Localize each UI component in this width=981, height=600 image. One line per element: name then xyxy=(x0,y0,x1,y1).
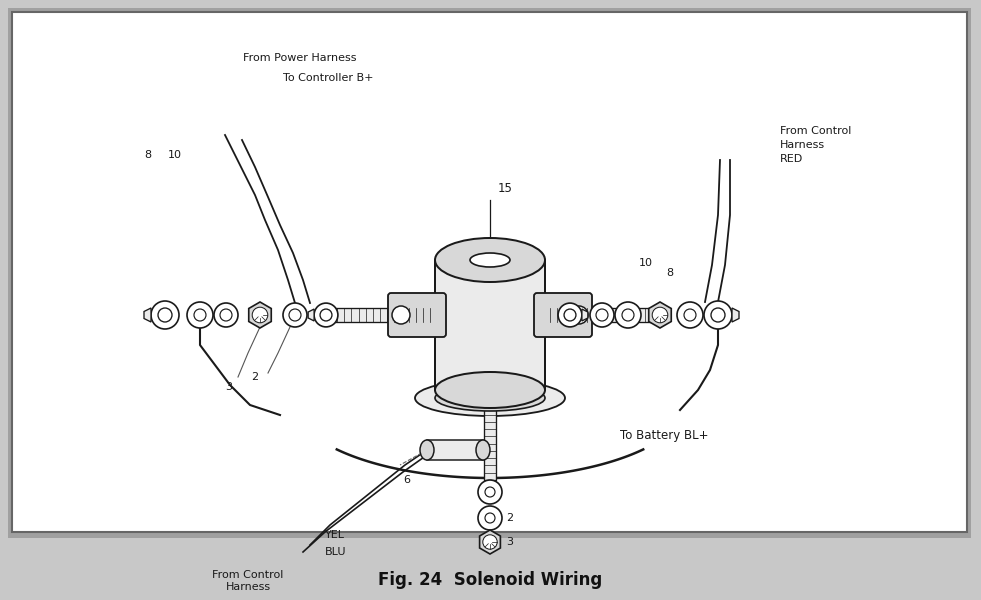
Circle shape xyxy=(283,303,307,327)
Circle shape xyxy=(711,308,725,322)
Text: 10: 10 xyxy=(168,150,182,160)
Circle shape xyxy=(289,309,301,321)
Text: 6: 6 xyxy=(403,475,410,485)
Text: From Control
Harness: From Control Harness xyxy=(212,570,284,592)
Ellipse shape xyxy=(470,253,510,267)
Circle shape xyxy=(392,306,410,324)
Circle shape xyxy=(220,309,232,321)
Circle shape xyxy=(478,480,502,504)
Bar xyxy=(330,308,430,322)
Circle shape xyxy=(478,506,502,530)
Text: YEL: YEL xyxy=(325,530,345,540)
Text: From Control
Harness
RED: From Control Harness RED xyxy=(780,126,852,164)
Circle shape xyxy=(622,309,634,321)
Circle shape xyxy=(652,307,668,323)
Polygon shape xyxy=(144,308,151,322)
Ellipse shape xyxy=(476,440,490,460)
Text: To Battery BL+: To Battery BL+ xyxy=(620,428,708,442)
Circle shape xyxy=(314,303,337,327)
Circle shape xyxy=(320,309,332,321)
Text: 15: 15 xyxy=(498,182,513,195)
Polygon shape xyxy=(732,308,739,322)
Polygon shape xyxy=(648,302,671,328)
Ellipse shape xyxy=(435,372,545,408)
Ellipse shape xyxy=(435,385,545,411)
Text: 2: 2 xyxy=(506,513,513,523)
Bar xyxy=(484,400,496,480)
Circle shape xyxy=(151,301,179,329)
Circle shape xyxy=(485,487,495,497)
Text: 8: 8 xyxy=(144,150,151,160)
Text: To Controller B+: To Controller B+ xyxy=(283,73,373,83)
Circle shape xyxy=(158,308,172,322)
Circle shape xyxy=(187,302,213,328)
Circle shape xyxy=(564,309,576,321)
Text: 3: 3 xyxy=(225,382,232,392)
Ellipse shape xyxy=(415,380,565,416)
FancyBboxPatch shape xyxy=(388,293,446,337)
Polygon shape xyxy=(308,309,314,321)
Circle shape xyxy=(704,301,732,329)
Ellipse shape xyxy=(420,440,434,460)
Circle shape xyxy=(194,309,206,321)
Circle shape xyxy=(483,535,497,549)
Text: From Power Harness: From Power Harness xyxy=(243,53,357,63)
Circle shape xyxy=(252,307,268,323)
Circle shape xyxy=(596,309,608,321)
Bar xyxy=(12,12,967,532)
Polygon shape xyxy=(582,309,588,321)
Text: 10: 10 xyxy=(639,258,653,268)
Circle shape xyxy=(590,303,614,327)
Text: BLU: BLU xyxy=(325,547,346,557)
Circle shape xyxy=(485,513,495,523)
Circle shape xyxy=(677,302,703,328)
Text: 8: 8 xyxy=(666,268,674,278)
Circle shape xyxy=(570,306,588,324)
Bar xyxy=(550,308,660,322)
Text: Fig. 24  Solenoid Wiring: Fig. 24 Solenoid Wiring xyxy=(378,571,602,589)
Circle shape xyxy=(615,302,641,328)
Bar xyxy=(8,8,971,538)
Text: 3: 3 xyxy=(506,537,513,547)
Circle shape xyxy=(684,309,696,321)
Circle shape xyxy=(558,303,582,327)
FancyBboxPatch shape xyxy=(534,293,592,337)
Bar xyxy=(435,260,545,390)
Polygon shape xyxy=(480,530,500,554)
Text: 2: 2 xyxy=(251,372,258,382)
Bar xyxy=(427,440,483,460)
Circle shape xyxy=(214,303,238,327)
Polygon shape xyxy=(249,302,272,328)
Ellipse shape xyxy=(435,238,545,282)
